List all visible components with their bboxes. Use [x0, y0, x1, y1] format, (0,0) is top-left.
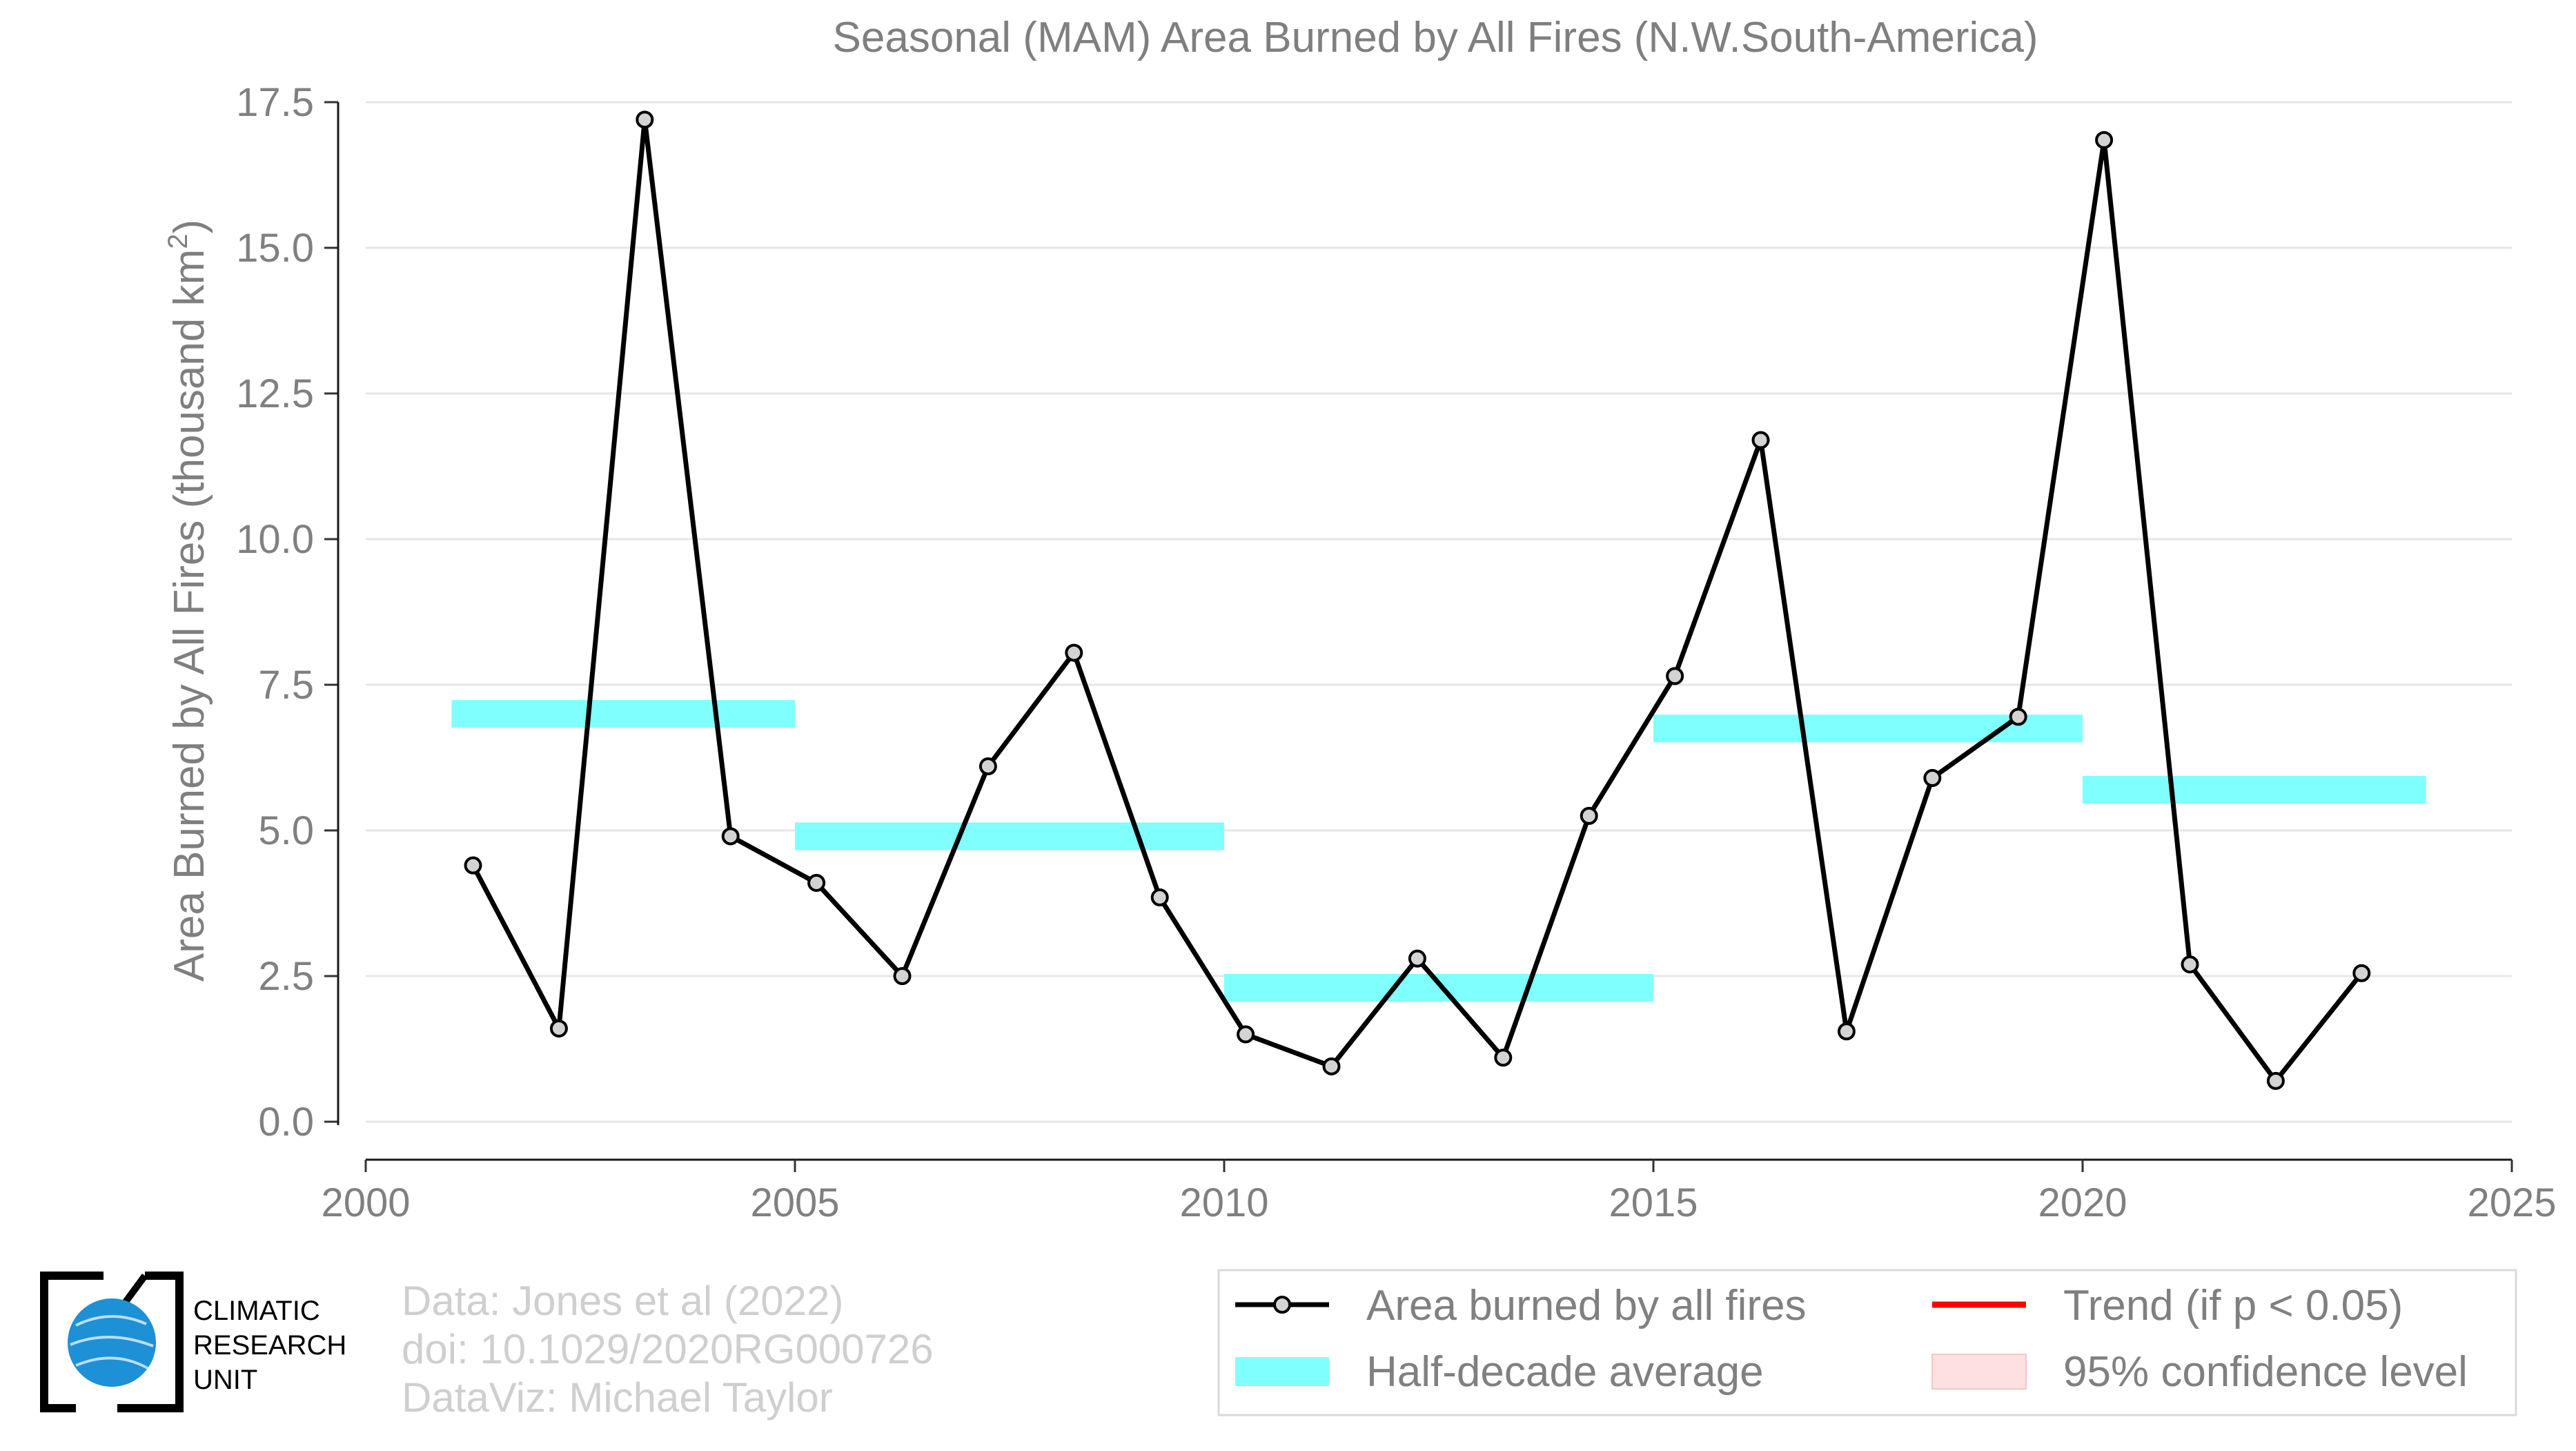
legend-label-half-decade: Half-decade average — [1366, 1348, 1764, 1396]
data-point — [1494, 1049, 1513, 1067]
x-tick-label: 2010 — [1179, 1180, 1268, 1225]
data-point — [1408, 949, 1426, 968]
y-tick-label: 15.0 — [236, 226, 314, 271]
data-point — [2266, 1071, 2285, 1090]
grid-lines — [366, 101, 2512, 1123]
series-line-area-burned — [471, 117, 2364, 1084]
credit-doi: doi: 10.1029/2020RG000726 — [402, 1326, 934, 1372]
data-point — [636, 110, 654, 129]
y-axis-label-main: Area Burned by All Fires (thousand km — [166, 249, 213, 982]
y-tick-label: 10.0 — [236, 517, 314, 562]
half-decade-band — [451, 700, 795, 728]
legend-swatch-half-decade — [1235, 1357, 1329, 1386]
legend-swatch-confidence — [1931, 1354, 2027, 1390]
x-tick-label: 2000 — [321, 1180, 410, 1225]
credits: Data: Jones et al (2022) doi: 10.1029/20… — [402, 1278, 934, 1421]
data-point — [1923, 769, 1942, 788]
x-tick-label: 2015 — [1609, 1180, 1698, 1225]
chart-title: Seasonal (MAM) Area Burned by All Fires … — [833, 14, 2038, 61]
legend-marker-area-burned — [1273, 1296, 1291, 1314]
data-point — [1751, 431, 1770, 449]
data-point — [979, 757, 997, 776]
logo-bracket-left — [40, 1272, 104, 1412]
data-point — [1837, 1022, 1856, 1041]
logo-text-climatic: CLIMATIC — [193, 1296, 320, 1326]
legend-label-area-burned: Area burned by all fires — [1366, 1282, 1807, 1330]
logo-text-unit: UNIT — [193, 1365, 257, 1395]
data-point — [2181, 955, 2199, 974]
legend-label-confidence: 95% confidence level — [2063, 1348, 2468, 1396]
data-point — [1580, 806, 1598, 825]
cru-logo: CLIMATIC RESEARCH UNIT — [40, 1272, 346, 1412]
half-decade-band — [2083, 775, 2426, 804]
data-point — [464, 856, 482, 875]
data-point — [1237, 1025, 1255, 1044]
half-decade-bands — [451, 700, 2426, 1002]
y-tick-label: 0.0 — [258, 1100, 314, 1145]
legend-frame — [1217, 1269, 2517, 1416]
x-tick-label: 2005 — [750, 1180, 839, 1225]
half-decade-band — [795, 822, 1224, 850]
data-point — [807, 873, 826, 892]
y-axis-label: Area Burned by All Fires (thousand km2) — [163, 220, 213, 982]
data-point — [1666, 667, 1684, 685]
y-axis-label-superscript: 2 — [163, 234, 193, 249]
credit-dataviz: DataViz: Michael Taylor — [402, 1374, 833, 1421]
y-tick-label: 2.5 — [258, 954, 314, 999]
data-point — [2352, 964, 2371, 982]
x-tick-label: 2025 — [2467, 1180, 2556, 1225]
credit-data-source: Data: Jones et al (2022) — [402, 1278, 843, 1324]
half-decade-band — [1224, 973, 1653, 1002]
logo-bracket-right — [117, 1272, 184, 1412]
y-axis-label-end: ) — [166, 220, 213, 234]
y-tick-label: 7.5 — [258, 663, 314, 708]
y-tick-label: 17.5 — [236, 80, 314, 125]
globe-lines-icon — [70, 1315, 154, 1370]
data-point — [549, 1019, 568, 1038]
data-point — [893, 967, 912, 985]
data-point — [1065, 643, 1083, 662]
legend: Area burned by all fires Trend (if p < 0… — [1217, 1269, 2517, 1416]
x-tick-label: 2020 — [2038, 1180, 2127, 1225]
series-area-burned — [464, 110, 2371, 1090]
y-tick-label: 12.5 — [236, 371, 314, 416]
data-point — [1150, 888, 1169, 907]
axes: 0.0 2.5 5.0 7.5 10.0 12.5 15.0 17.5 2000 2005 2010… — [236, 80, 2556, 1225]
y-tick-label: 5.0 — [258, 808, 314, 853]
data-point — [2009, 708, 2027, 726]
legend-label-trend: Trend (if p < 0.05) — [2063, 1282, 2403, 1330]
data-point — [1322, 1057, 1341, 1075]
data-point — [2095, 130, 2114, 149]
data-point — [721, 827, 740, 846]
logo-text-research: RESEARCH — [193, 1330, 346, 1361]
